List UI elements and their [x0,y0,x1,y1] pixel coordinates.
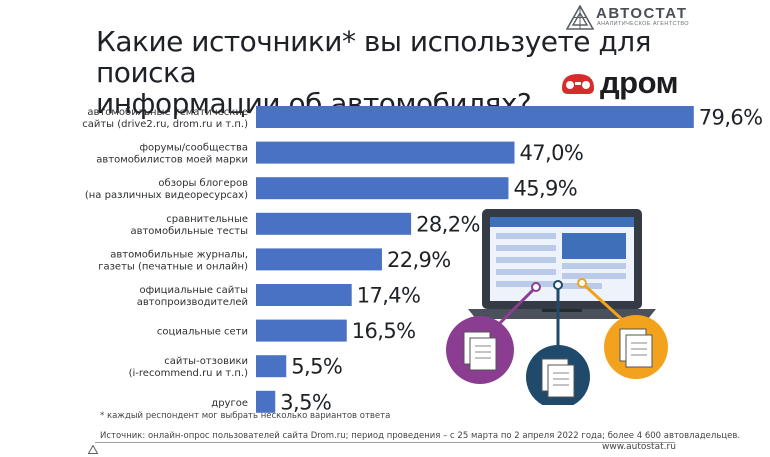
category-label-6-line-2: автопроизводителей [137,297,248,308]
category-label-1-line-1: автомобильные тематические [87,107,248,118]
value-label-6: 17,4% [357,284,421,308]
autostat-logo-icon [566,5,594,30]
category-label-5-line-1: автомобильные журналы, [110,249,248,260]
bar-8 [256,355,287,378]
document-icon [526,345,590,405]
brand-tagline: АНАЛИТИЧЕСКОЕ АГЕНТСТВО [597,21,689,27]
value-label-7: 16,5% [352,319,416,343]
brand-name: АВТОСТАТ [596,5,688,22]
drom-logo-icon [562,74,594,94]
value-label-1: 79,6% [699,106,763,130]
document-icon [446,316,514,384]
category-label-4-line-1: сравнительные [166,214,248,225]
value-label-3: 45,9% [513,177,577,201]
bar-7 [256,319,347,342]
document-icon [604,315,668,379]
category-label-8-line-1: сайты-отзовики [164,356,248,367]
category-label-8-line-2: (i-recommend.ru и т.п.) [129,368,248,379]
footnote: * каждый респондент мог выбрать нескольк… [100,411,391,421]
category-label-6-line-1: официальные сайты [140,285,249,296]
value-label-8: 5,5% [291,355,342,379]
bar-3 [256,177,509,200]
source-note: Источник: онлайн-опрос пользователей сай… [100,431,741,441]
value-label-5: 22,9% [387,248,451,272]
category-label-7-line-1: социальные сети [157,327,248,338]
footer-divider [95,442,675,443]
category-label-9-line-1: другое [211,398,248,409]
bar-5 [256,248,382,271]
bar-6 [256,284,352,306]
category-label-3-line-2: (на различных видеоресурсах) [85,190,248,201]
partner-name: дром [600,65,679,100]
category-label-5-line-2: газеты (печатные и онлайн) [98,261,248,272]
bar-2 [256,141,515,164]
category-label-2-line-1: форумы/сообщества [139,143,248,154]
site-url: www.autostat.ru [602,442,676,452]
autostat-small-logo-icon [88,445,98,454]
bar-4 [256,212,412,235]
value-label-4: 28,2% [416,212,480,236]
bar-9 [256,390,276,413]
category-label-2-line-2: автомобилистов моей марки [96,155,248,166]
value-label-2: 47,0% [520,141,584,165]
laptop-documents-illustration [446,209,668,405]
laptop-icon [468,209,656,319]
bar-1 [256,106,694,128]
chart-title-line-1: Какие источники* вы используете для поис… [96,25,652,89]
value-label-9: 3,5% [280,390,331,414]
category-label-3-line-1: обзоры блогеров [158,178,248,189]
category-label-1-line-2: сайты (drive2.ru, drom.ru и т.п.) [82,119,248,130]
category-label-4-line-2: автомобильные тесты [130,226,248,237]
